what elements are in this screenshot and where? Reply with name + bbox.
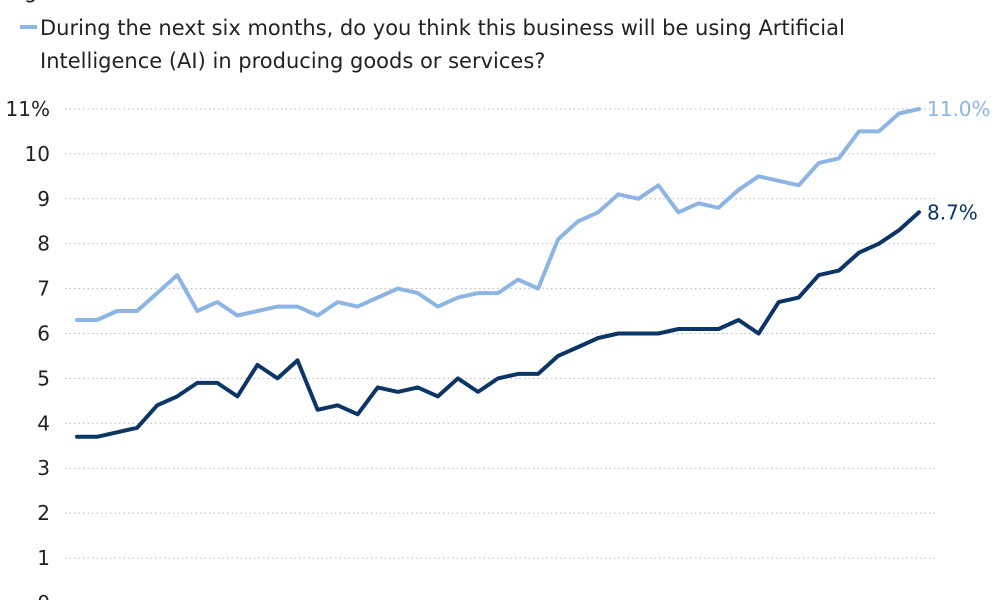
y-tick-label: 9 <box>37 187 50 211</box>
series-end-label-1: 11.0% <box>927 97 991 121</box>
y-tick-label: 5 <box>37 366 50 390</box>
y-tick-label: 4 <box>37 411 50 435</box>
y-tick-label: 11% <box>6 97 50 121</box>
end-labels: 11.0% 8.7% <box>927 97 991 224</box>
series-end-label-2: 8.7% <box>927 200 978 224</box>
y-tick-label: 2 <box>37 501 50 525</box>
y-tick-label: 7 <box>37 277 50 301</box>
y-tick-label: 8 <box>37 232 50 256</box>
y-tick-label: 6 <box>37 322 50 346</box>
gridlines <box>65 108 935 559</box>
y-tick-label: 3 <box>37 456 50 480</box>
series-line-1 <box>75 107 921 322</box>
y-axis-tick-labels: 11%109876543210 <box>6 97 50 600</box>
y-tick-label: 10 <box>25 142 50 166</box>
y-tick-label: 1 <box>37 546 50 570</box>
series-line-2 <box>75 210 921 439</box>
y-tick-label: 0 <box>37 591 50 600</box>
legend-line-2: Intelligence (AI) in producing goods or … <box>40 49 545 73</box>
legend-line-1: During the next six months, do you think… <box>40 16 845 40</box>
legend-partial-text: g <box>24 0 37 3</box>
series-lines <box>75 107 921 439</box>
